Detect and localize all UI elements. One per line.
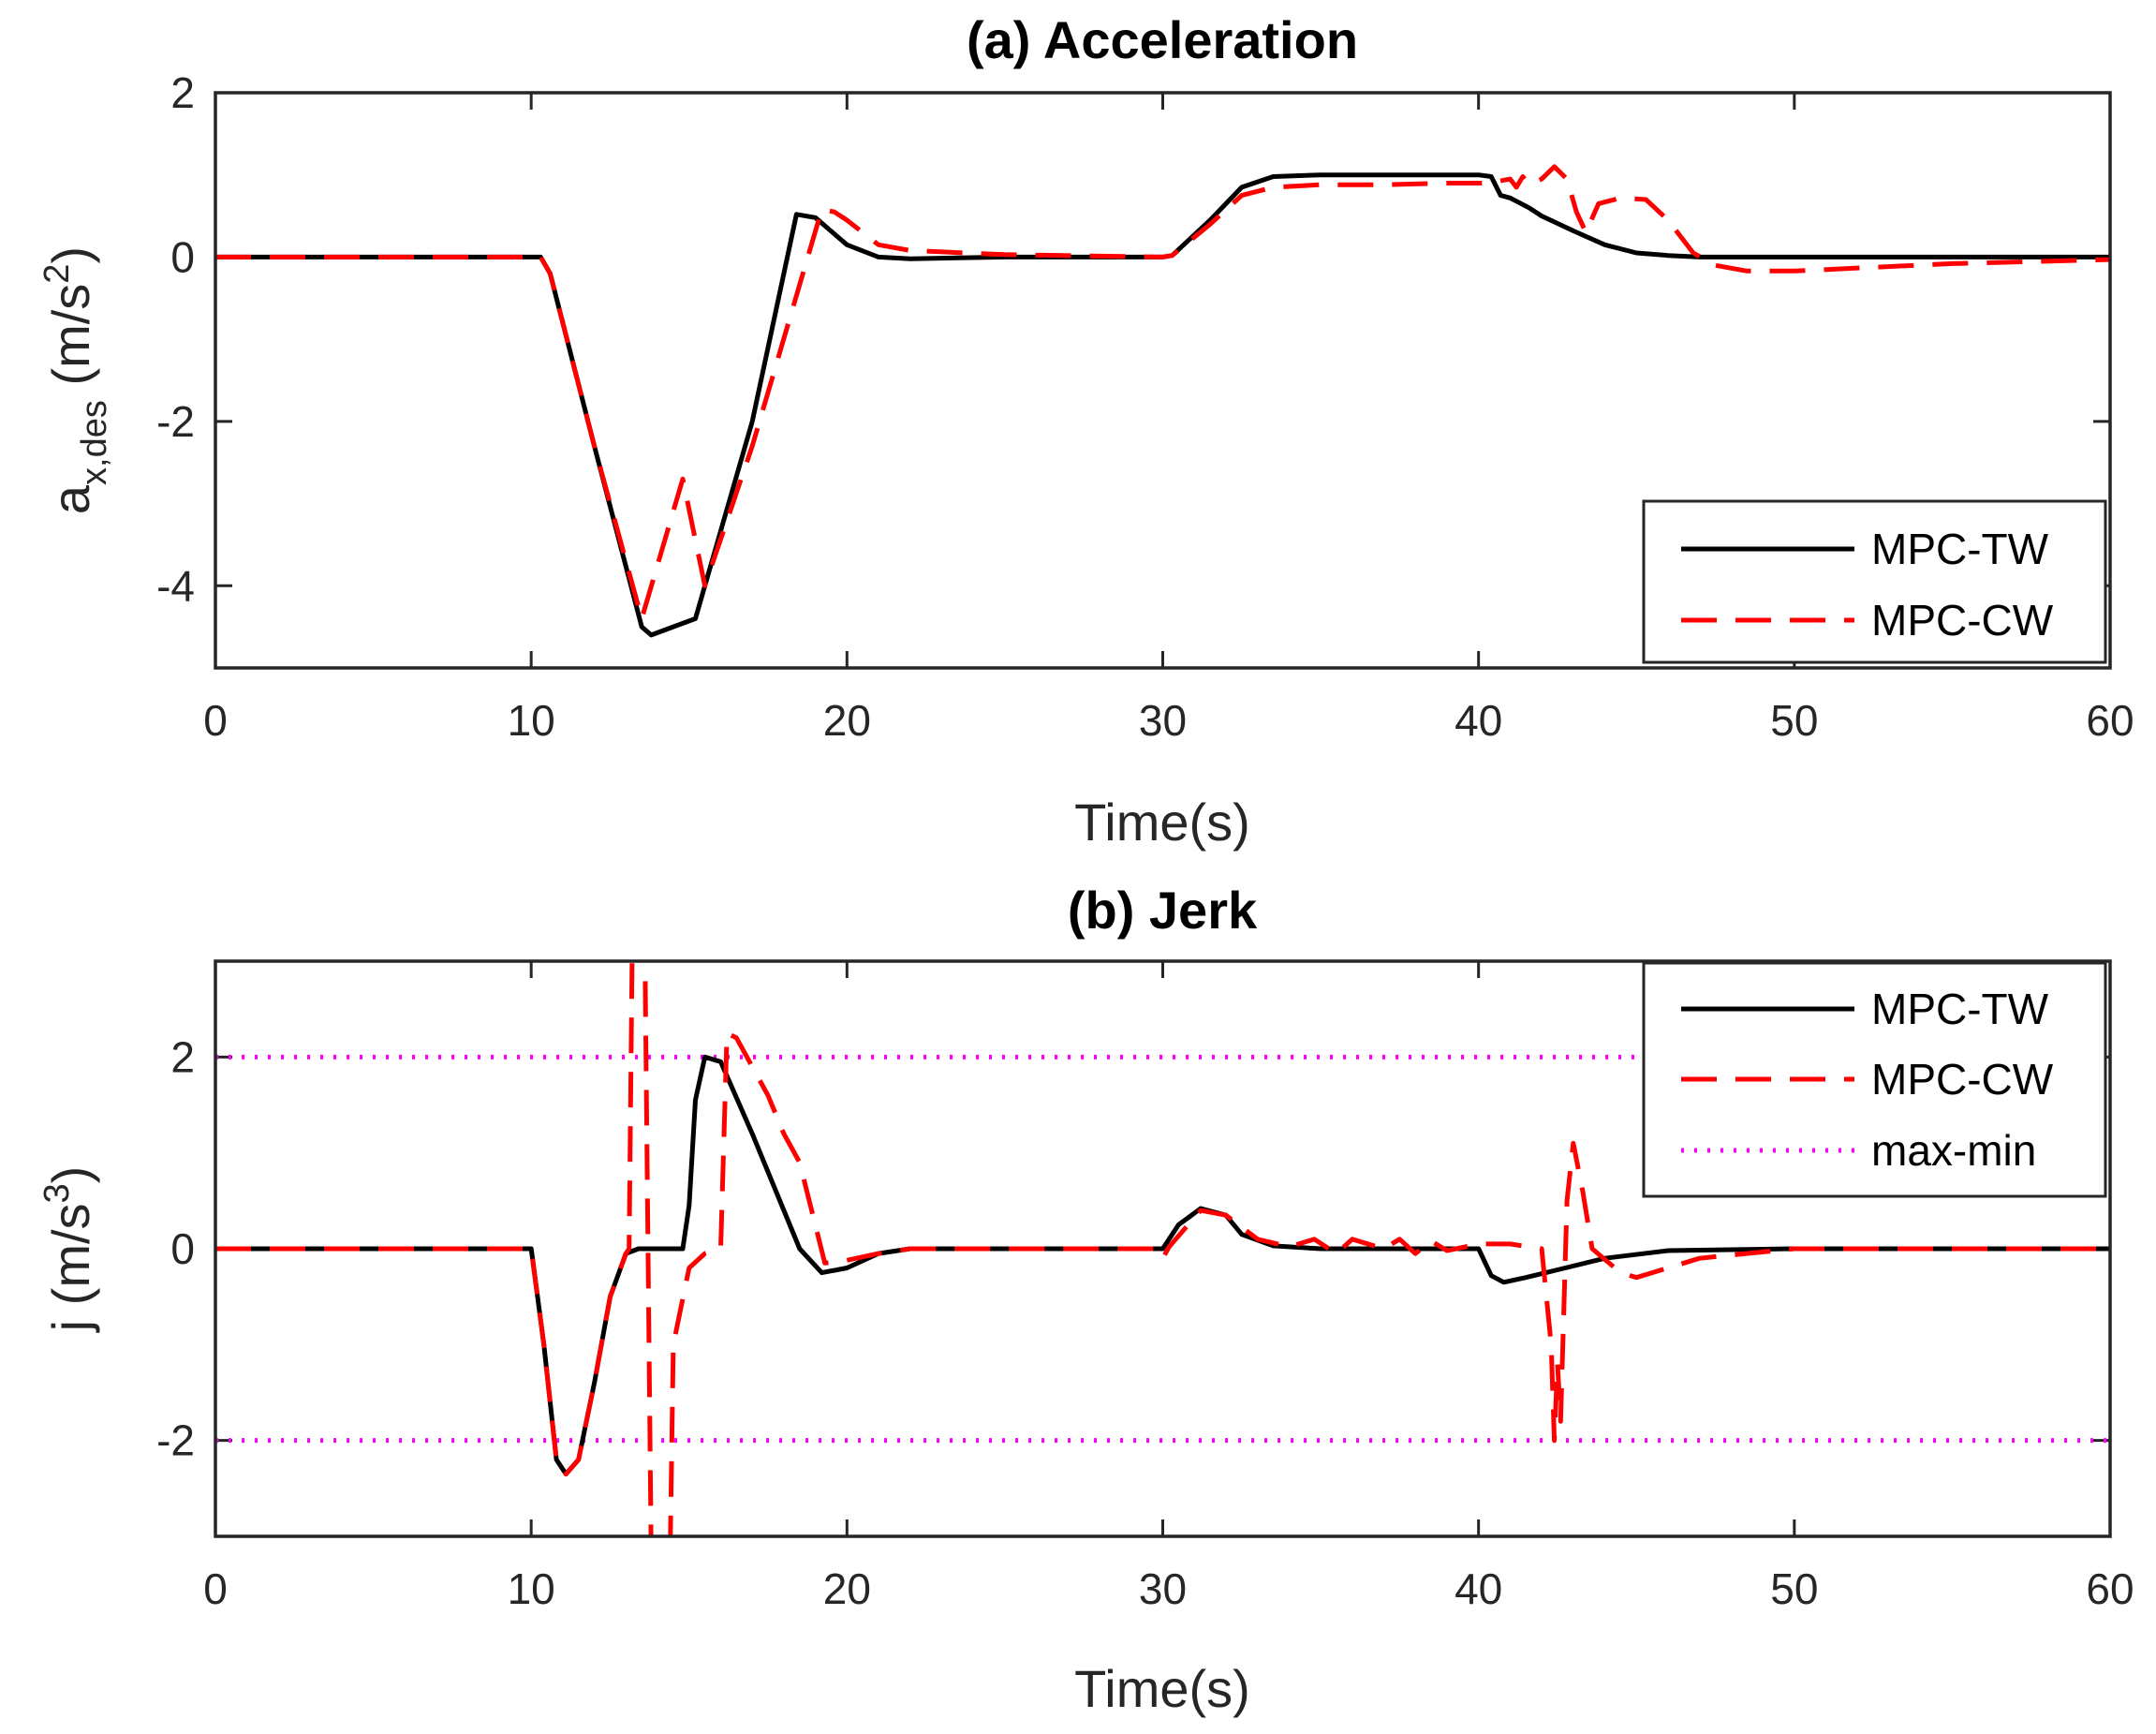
axes-frame-b <box>214 959 2112 1538</box>
legend-b: MPC-TW MPC-CW max-min <box>1642 961 2107 1198</box>
legend-a-box <box>1642 499 2107 664</box>
ytick-label-b-2: 2 <box>170 1032 195 1081</box>
legend-b-label-maxmin: max-min <box>1871 1126 2036 1175</box>
xtick-label-a-60: 60 <box>2086 696 2134 745</box>
series-line-a-MPC-CW <box>215 164 2110 621</box>
legend-a: MPC-TW MPC-CW <box>1642 499 2107 664</box>
xtick-label-b-40: 40 <box>1455 1564 1502 1613</box>
series-b <box>215 961 2110 1536</box>
legend-b-box <box>1642 961 2107 1198</box>
legend-a-label-cw: MPC-CW <box>1871 596 2054 645</box>
xtick-label-b-10: 10 <box>508 1564 555 1613</box>
ylabel-b-close: ) <box>41 1166 100 1184</box>
title-b: (b) Jerk <box>1068 881 1258 940</box>
ytick-label-a-2: 2 <box>170 68 195 117</box>
legend-b-label-cw: MPC-CW <box>1871 1055 2054 1104</box>
series-line-a-MPC-TW <box>215 172 2110 638</box>
ylabel-a-close: ) <box>41 246 100 264</box>
ytick-label-a-0: 0 <box>170 232 195 281</box>
ytick-label-b--2: -2 <box>156 1416 195 1465</box>
xtick-label-b-20: 20 <box>823 1564 871 1613</box>
xtick-label-a-40: 40 <box>1455 696 1502 745</box>
xtick-label-b-30: 30 <box>1139 1564 1187 1613</box>
ylabel-b: j (m/s3) <box>37 1166 100 1334</box>
xtick-label-a-30: 30 <box>1139 696 1187 745</box>
ylabel-b-main: j (m/s <box>41 1203 100 1333</box>
xtick-label-a-0: 0 <box>203 696 228 745</box>
ytick-label-a--2: -2 <box>156 397 195 446</box>
ylabel-a-sup: 2 <box>37 264 77 284</box>
ylabel-a-unit: (m/s <box>41 284 100 400</box>
xtick-label-b-50: 50 <box>1770 1564 1818 1613</box>
xtick-label-a-50: 50 <box>1770 696 1818 745</box>
xlabel-b: Time(s) <box>1074 1659 1250 1718</box>
xtick-label-a-10: 10 <box>508 696 555 745</box>
ylabel-a: ax,des (m/s2) <box>37 246 114 514</box>
ylabel-b-sup: 3 <box>37 1183 77 1203</box>
xtick-label-b-60: 60 <box>2086 1564 2134 1613</box>
xtick-label-b-0: 0 <box>203 1564 228 1613</box>
ytick-label-a--4: -4 <box>156 561 195 610</box>
title-a: (a) Acceleration <box>967 10 1358 69</box>
ylabel-a-sub: x,des <box>75 400 114 485</box>
series-a <box>215 164 2110 638</box>
series-line-b-MPC-CW <box>215 961 2110 1536</box>
ylabel-a-main: a <box>41 484 100 514</box>
xtick-label-a-20: 20 <box>823 696 871 745</box>
axes-frame-a <box>214 91 2112 670</box>
xlabel-a: Time(s) <box>1074 793 1250 852</box>
legend-a-label-tw: MPC-TW <box>1871 525 2049 573</box>
ytick-label-b-0: 0 <box>170 1224 195 1273</box>
legend-b-label-tw: MPC-TW <box>1871 985 2049 1033</box>
